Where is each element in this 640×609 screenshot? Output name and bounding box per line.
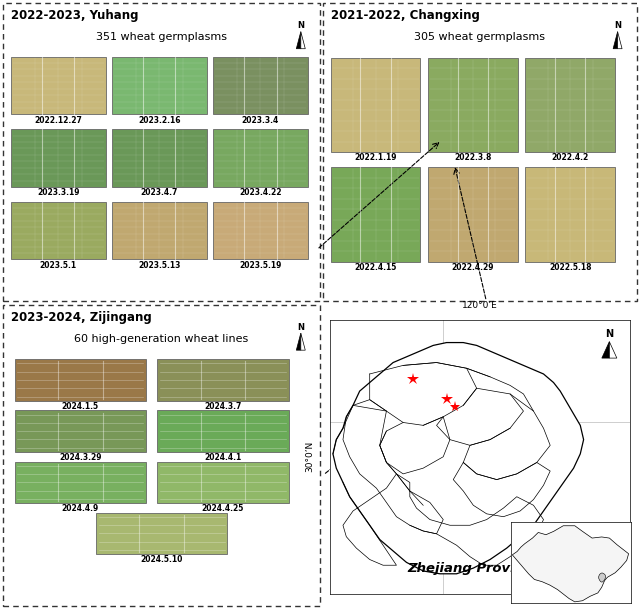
Text: 2023.5.19: 2023.5.19 <box>239 261 282 270</box>
Text: 2023.5.13: 2023.5.13 <box>138 261 180 270</box>
Bar <box>96 513 227 554</box>
Text: 2024.4.1: 2024.4.1 <box>204 453 242 462</box>
Text: 30°0’N: 30°0’N <box>305 441 315 473</box>
Bar <box>157 410 289 452</box>
Text: N: N <box>298 323 304 332</box>
Bar <box>157 462 289 503</box>
Text: 2022.4.2: 2022.4.2 <box>552 153 589 163</box>
Polygon shape <box>598 573 605 582</box>
Bar <box>331 167 420 262</box>
Bar <box>11 57 106 114</box>
Text: 2024.3.7: 2024.3.7 <box>204 402 242 411</box>
Text: 2022-2023, Yuhang: 2022-2023, Yuhang <box>11 9 138 22</box>
Bar <box>525 58 615 152</box>
Bar <box>3 3 320 301</box>
Text: 120°0’E: 120°0’E <box>462 301 498 310</box>
Text: 2023-2024, Zijingang: 2023-2024, Zijingang <box>11 311 152 323</box>
Polygon shape <box>296 32 301 49</box>
Text: 2023.4.22: 2023.4.22 <box>239 188 282 197</box>
Polygon shape <box>602 342 609 358</box>
Polygon shape <box>618 32 622 49</box>
Text: 2022.4.15: 2022.4.15 <box>355 263 397 272</box>
Text: 2023.2.16: 2023.2.16 <box>138 116 180 125</box>
Text: 2021-2022, Changxing: 2021-2022, Changxing <box>331 9 480 22</box>
Bar <box>525 167 615 262</box>
Polygon shape <box>296 333 301 350</box>
Bar <box>331 58 420 152</box>
Polygon shape <box>301 32 305 49</box>
Bar <box>428 167 518 262</box>
Polygon shape <box>613 32 618 49</box>
Bar <box>157 359 289 401</box>
Text: 2023.3.4: 2023.3.4 <box>242 116 279 125</box>
Bar <box>323 3 637 301</box>
Text: 2024.5.10: 2024.5.10 <box>140 555 183 565</box>
Text: 2024.3.29: 2024.3.29 <box>59 453 102 462</box>
Text: 2022.1.19: 2022.1.19 <box>355 153 397 163</box>
Bar <box>11 129 106 187</box>
Text: 305 wheat germplasms: 305 wheat germplasms <box>415 32 545 42</box>
Text: 2022.4.29: 2022.4.29 <box>452 263 494 272</box>
Bar <box>112 129 207 187</box>
Text: N: N <box>298 21 304 30</box>
Bar <box>428 58 518 152</box>
Polygon shape <box>513 526 628 602</box>
Bar <box>15 359 146 401</box>
Text: 2024.4.9: 2024.4.9 <box>61 504 99 513</box>
Text: Zhejiang Province: Zhejiang Province <box>407 561 541 575</box>
Bar <box>213 202 308 259</box>
Bar <box>112 57 207 114</box>
Polygon shape <box>301 333 305 350</box>
Bar <box>11 202 106 259</box>
Text: 2024.1.5: 2024.1.5 <box>61 402 99 411</box>
Text: 2024.4.25: 2024.4.25 <box>202 504 244 513</box>
Bar <box>213 129 308 187</box>
Bar <box>3 304 320 606</box>
Text: 2023.3.19: 2023.3.19 <box>37 188 79 197</box>
Polygon shape <box>609 342 617 358</box>
Bar <box>15 410 146 452</box>
Text: N: N <box>605 329 613 339</box>
Text: 2023.5.1: 2023.5.1 <box>40 261 77 270</box>
Text: 2022.5.18: 2022.5.18 <box>549 263 591 272</box>
Text: 2022.12.27: 2022.12.27 <box>35 116 82 125</box>
Bar <box>213 57 308 114</box>
Bar <box>112 202 207 259</box>
Text: 60 high-generation wheat lines: 60 high-generation wheat lines <box>74 334 249 343</box>
Text: 2022.3.8: 2022.3.8 <box>454 153 492 163</box>
Text: N: N <box>614 21 621 30</box>
Text: 351 wheat germplasms: 351 wheat germplasms <box>96 32 227 42</box>
Text: 2023.4.7: 2023.4.7 <box>141 188 178 197</box>
Polygon shape <box>333 342 584 574</box>
Bar <box>15 462 146 503</box>
